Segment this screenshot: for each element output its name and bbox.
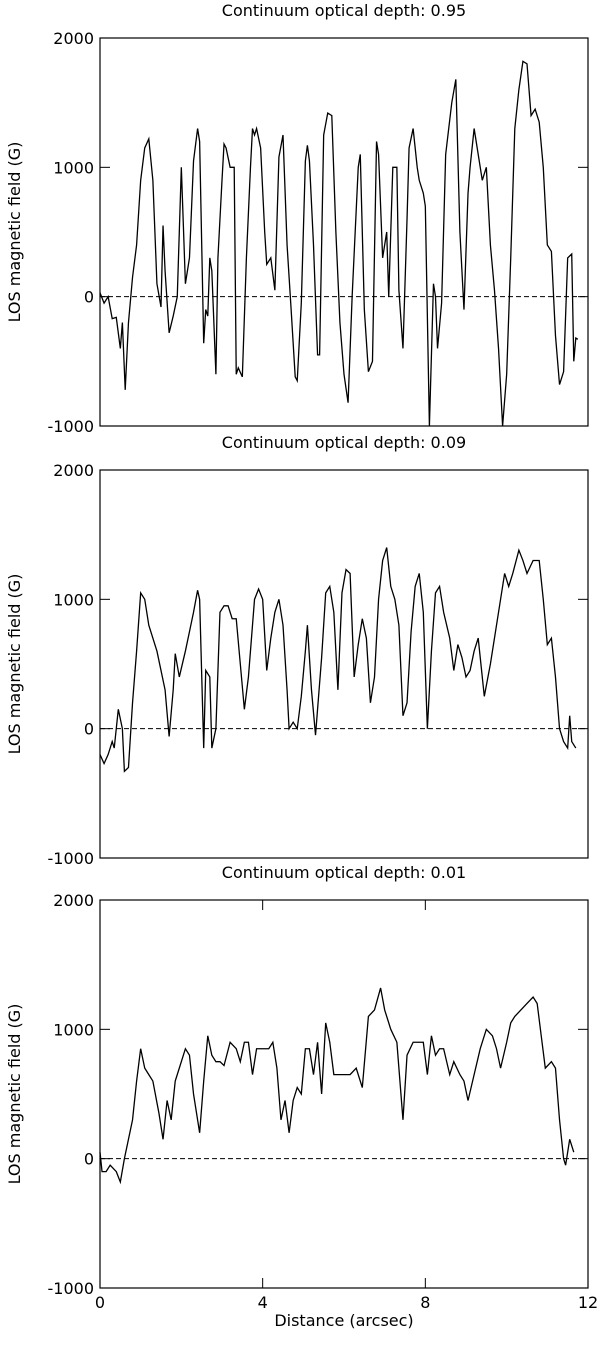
plot-frame bbox=[99, 37, 589, 427]
chart-title: Continuum optical depth: 0.01 bbox=[222, 863, 466, 882]
y-tick-label: 0 bbox=[84, 1150, 94, 1169]
plot-frame bbox=[99, 899, 589, 1289]
y-tick-label: -1000 bbox=[48, 1279, 95, 1298]
data-line bbox=[99, 60, 579, 427]
chart-title: Continuum optical depth: 0.09 bbox=[222, 433, 466, 452]
y-tick-label: 1000 bbox=[53, 590, 94, 609]
data-line bbox=[99, 987, 575, 1185]
y-tick-label: 2000 bbox=[53, 29, 94, 48]
y-tick-label: 2000 bbox=[53, 891, 94, 910]
x-tick-label: 8 bbox=[420, 1293, 430, 1312]
y-tick-label: 0 bbox=[84, 720, 94, 739]
y-tick-label: 0 bbox=[84, 288, 94, 307]
y-axis-label: LOS magnetic field (G) bbox=[5, 1004, 24, 1185]
y-tick-label: 2000 bbox=[53, 461, 94, 480]
y-axis-label: LOS magnetic field (G) bbox=[5, 142, 24, 323]
x-tick-label: 4 bbox=[258, 1293, 268, 1312]
y-tick-label: -1000 bbox=[48, 417, 95, 436]
y-tick-label: -1000 bbox=[48, 849, 95, 868]
y-axis-label: LOS magnetic field (G) bbox=[5, 574, 24, 755]
data-line bbox=[99, 547, 577, 773]
x-tick-label: 12 bbox=[578, 1293, 598, 1312]
plot-frame bbox=[99, 469, 589, 859]
y-tick-label: 1000 bbox=[53, 1020, 94, 1039]
x-axis-label: Distance (arcsec) bbox=[274, 1311, 413, 1330]
y-tick-label: 1000 bbox=[53, 158, 94, 177]
x-tick-label: 0 bbox=[95, 1293, 105, 1312]
chart-title: Continuum optical depth: 0.95 bbox=[222, 1, 466, 20]
